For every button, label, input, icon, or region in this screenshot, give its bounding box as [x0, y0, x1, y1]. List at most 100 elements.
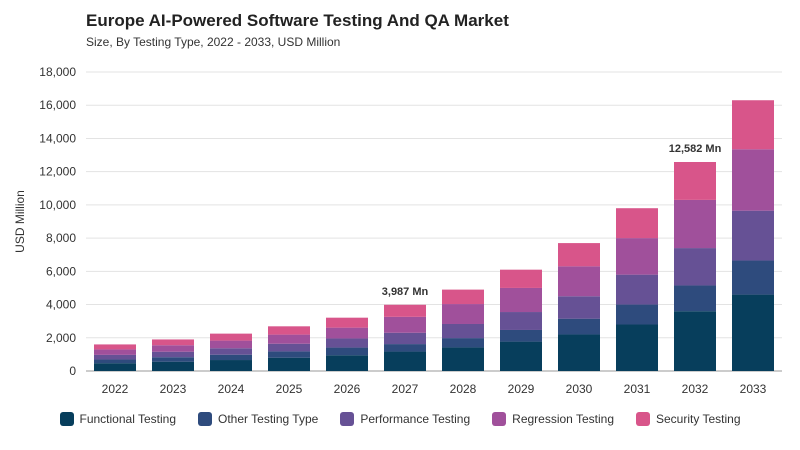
bar-segment [326, 327, 368, 339]
total-annotation: 12,582 Mn [669, 143, 722, 155]
legend-item: Security Testing [636, 412, 741, 426]
legend-label: Security Testing [656, 412, 741, 426]
bar-segment [500, 312, 542, 330]
bar-segment [674, 199, 716, 249]
y-tick-label: 12,000 [39, 165, 76, 179]
bar-segment [268, 343, 310, 352]
bar-segment [732, 210, 774, 261]
y-axis-title: USD Million [13, 190, 27, 253]
bar-segment [268, 351, 310, 358]
bar-segment [442, 304, 484, 324]
bar-segment [384, 332, 426, 345]
bar-segment [384, 351, 426, 371]
legend-label: Regression Testing [512, 412, 614, 426]
bar-segment [674, 311, 716, 371]
bar-segment [384, 316, 426, 333]
legend-label: Other Testing Type [218, 412, 319, 426]
bar-segment [210, 340, 252, 349]
bar-segment [616, 208, 658, 239]
bar-segment [94, 349, 136, 355]
x-tick-label: 2031 [624, 382, 651, 396]
bar-segment [268, 357, 310, 371]
bar-segment [152, 351, 194, 358]
legend-swatch [492, 412, 507, 426]
bar-segment [94, 344, 136, 350]
bar-segment [500, 341, 542, 371]
y-tick-label: 14,000 [39, 131, 76, 145]
legend-swatch [636, 412, 650, 426]
bar-segment [674, 248, 716, 286]
bar-segment [558, 243, 600, 267]
legend-label: Functional Testing [79, 412, 177, 426]
y-tick-label: 0 [69, 364, 76, 378]
bar-segment [442, 347, 484, 371]
bar-segment [674, 161, 716, 200]
bar-segment [558, 334, 600, 371]
bar-segment [442, 289, 484, 305]
x-tick-label: 2032 [682, 382, 709, 396]
bar-segment [616, 274, 658, 305]
y-tick-label: 8,000 [46, 231, 76, 245]
bar-segment [210, 333, 252, 341]
legend-item: Other Testing Type [198, 412, 318, 426]
y-tick-label: 18,000 [39, 65, 76, 79]
bar-segment [442, 338, 484, 348]
legend-item: Functional Testing [59, 412, 177, 426]
x-tick-label: 2023 [160, 382, 187, 396]
chart-title: Europe AI-Powered Software Testing And Q… [86, 11, 509, 30]
bar-segment [152, 361, 194, 371]
bar-segment [152, 339, 194, 346]
bar-segment [558, 296, 600, 319]
bar-segment [558, 318, 600, 335]
bar-segment [210, 348, 252, 355]
bar-segment [152, 357, 194, 362]
bar-segment [326, 338, 368, 348]
x-tick-label: 2029 [508, 382, 535, 396]
bar-segment [732, 100, 774, 150]
y-tick-label: 4,000 [46, 298, 76, 312]
bar-segment [94, 363, 136, 371]
bar-segment [326, 317, 368, 328]
legend-label: Performance Testing [360, 412, 471, 426]
bar-segment [558, 266, 600, 297]
bar-segment [442, 323, 484, 339]
bar-segment [152, 345, 194, 352]
bar-segment [94, 354, 136, 360]
y-tick-label: 10,000 [39, 198, 76, 212]
x-tick-label: 2025 [276, 382, 303, 396]
bar-segment [732, 149, 774, 211]
stacked-bar-chart: 0 2,000 4,000 6,000 8,000 10,000 12,000 14,000 1… [13, 65, 782, 396]
chart-subtitle: Size, By Testing Type, 2022 - 2033, USD … [86, 35, 341, 49]
legend-swatch [198, 412, 213, 426]
bar-segment [326, 347, 368, 356]
x-tick-label: 2030 [566, 382, 593, 396]
bar-segment [732, 294, 774, 371]
bar-segment [268, 334, 310, 344]
x-tick-label: 2033 [740, 382, 767, 396]
legend-item: Performance Testing [340, 412, 470, 426]
label-layer: 0 2,000 4,000 6,000 8,000 10,000 12,000 14,000 1… [13, 65, 767, 396]
x-tick-label: 2028 [450, 382, 477, 396]
bar-segment [210, 360, 252, 371]
bar-segment [616, 304, 658, 325]
x-tick-label: 2024 [218, 382, 245, 396]
bar-segment [94, 359, 136, 364]
bar-segment [616, 238, 658, 275]
y-tick-label: 6,000 [46, 264, 76, 278]
bar-segment [616, 324, 658, 371]
x-tick-label: 2022 [102, 382, 129, 396]
bar-segment [384, 344, 426, 352]
bar-segment [500, 287, 542, 313]
bar-segment [500, 269, 542, 288]
bar-segment [384, 304, 426, 317]
y-tick-label: 16,000 [39, 98, 76, 112]
legend-item: Regression Testing [492, 412, 614, 426]
y-tick-label: 2,000 [46, 331, 76, 345]
bar-segment [674, 285, 716, 312]
bar-segment [326, 355, 368, 371]
grid-layer [86, 71, 782, 372]
bar-layer [94, 100, 774, 371]
x-tick-label: 2027 [392, 382, 419, 396]
chart-legend: Functional Testing Other Testing Type Perf… [0, 412, 800, 426]
bar-segment [500, 329, 542, 342]
